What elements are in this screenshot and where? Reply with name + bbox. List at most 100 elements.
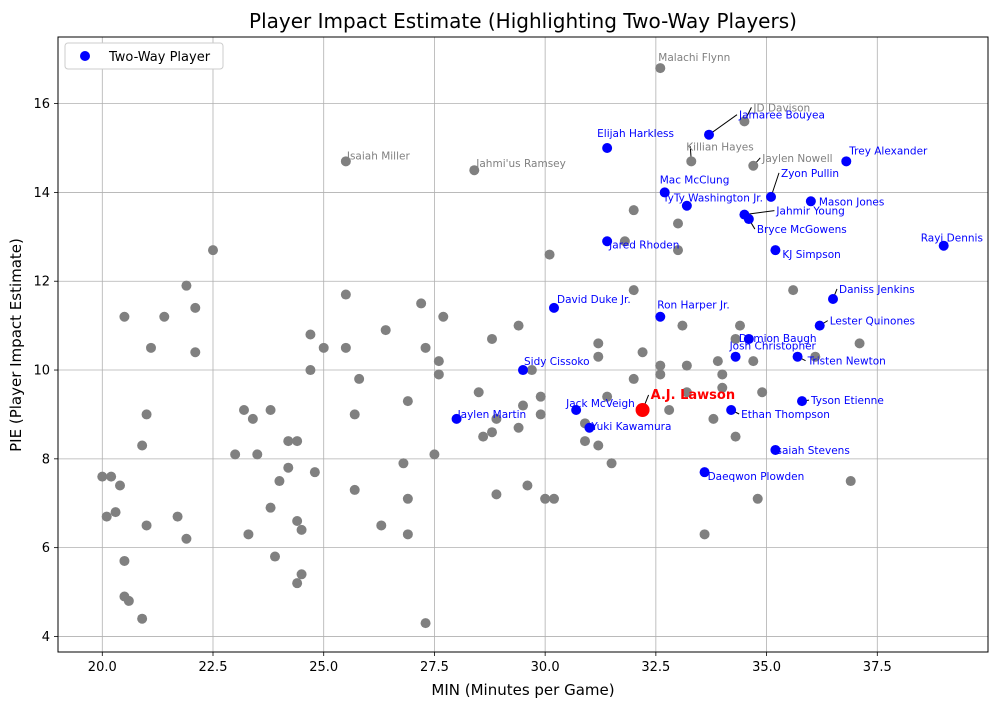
- player-point: [681, 387, 692, 398]
- player-point: [340, 342, 351, 353]
- point-label: Jahmir Young: [775, 206, 844, 218]
- player-point: [712, 356, 723, 367]
- player-point: [655, 360, 666, 371]
- player-point: [513, 422, 524, 433]
- player-point: [491, 413, 502, 424]
- player-point: [402, 493, 413, 504]
- player-point: [318, 342, 329, 353]
- player-point: [349, 484, 360, 495]
- two-way-point: [571, 404, 582, 415]
- two-way-point: [814, 320, 825, 331]
- player-point: [708, 413, 719, 424]
- player-point: [549, 493, 559, 504]
- player-point: [628, 205, 639, 216]
- x-tick-label: 20.0: [88, 660, 117, 675]
- player-point: [420, 618, 431, 629]
- two-way-point: [797, 396, 807, 407]
- x-tick-label: 32.5: [641, 660, 670, 675]
- player-point: [106, 471, 117, 482]
- player-point: [309, 467, 320, 478]
- point-label: Jared Rhoden: [608, 239, 679, 251]
- player-point: [619, 236, 630, 247]
- legend-box: [64, 42, 224, 70]
- player-point: [628, 373, 639, 384]
- x-tick-label: 30.0: [531, 660, 560, 675]
- point-label: Daeqwon Plowden: [708, 471, 805, 483]
- player-point: [137, 440, 148, 451]
- player-point: [677, 320, 688, 331]
- point-label: Damion Baugh: [739, 333, 817, 345]
- player-point: [349, 409, 360, 420]
- player-point: [854, 338, 865, 349]
- player-point: [438, 311, 449, 322]
- player-point: [265, 404, 276, 415]
- point-label: Zyon Pullin: [781, 168, 839, 180]
- player-point: [730, 431, 741, 442]
- player-point: [540, 493, 551, 504]
- player-point: [190, 302, 201, 313]
- player-point: [292, 516, 303, 527]
- player-point: [247, 413, 258, 424]
- player-point: [398, 458, 409, 469]
- label-leader-line: [744, 210, 775, 216]
- player-point: [137, 613, 148, 624]
- player-point: [433, 356, 444, 367]
- player-point: [522, 480, 533, 491]
- chart-title: Player Impact Estimate (Highlighting Two…: [249, 9, 797, 33]
- player-point: [673, 218, 683, 229]
- y-tick-label: 4: [42, 630, 50, 645]
- player-point: [628, 285, 639, 296]
- player-point: [283, 436, 294, 447]
- player-point: [141, 520, 152, 531]
- point-label: Yuki Kawamura: [590, 421, 671, 433]
- player-point: [123, 595, 134, 606]
- point-label: Tyson Etienne: [810, 395, 884, 407]
- point-label: Bryce McGowens: [757, 224, 847, 236]
- two-way-point: [518, 365, 528, 376]
- two-way-point: [792, 351, 803, 362]
- point-label: Jamaree Bouyea: [738, 110, 825, 122]
- two-way-point: [770, 444, 781, 455]
- player-point: [230, 449, 241, 460]
- x-tick-label: 27.5: [420, 660, 449, 675]
- x-axis-ticks: 20.0 22.5 25.0 27.5 30.0 32.5 35.0 37.5: [88, 652, 892, 675]
- point-label: David Duke Jr.: [557, 294, 631, 306]
- point-label: Jahmi'us Ramsey: [475, 158, 566, 170]
- two-way-point: [766, 191, 776, 202]
- player-point: [544, 249, 555, 260]
- point-label: Tristen Newton: [807, 356, 886, 368]
- player-point: [420, 342, 431, 353]
- highlight-point: [635, 402, 650, 417]
- player-point: [655, 369, 666, 380]
- player-point: [296, 569, 307, 580]
- two-way-point: [584, 422, 595, 433]
- point-label: Malachi Flynn: [658, 52, 730, 64]
- point-label: Killian Hayes: [686, 141, 753, 153]
- two-way-point: [730, 351, 741, 362]
- point-label: A.J. Lawson: [651, 388, 736, 403]
- player-point: [252, 449, 263, 460]
- player-point: [270, 551, 280, 562]
- player-point: [513, 320, 524, 331]
- player-point: [845, 476, 856, 487]
- point-label: Jaylen Nowell: [761, 153, 832, 165]
- player-point: [580, 436, 590, 447]
- player-point: [686, 156, 697, 167]
- player-point: [730, 333, 741, 344]
- player-point: [748, 160, 759, 171]
- player-point: [478, 431, 489, 442]
- y-axis-label: PIE (Player Impact Estimate): [7, 238, 25, 452]
- player-point: [487, 427, 497, 438]
- label-leader-line: [708, 114, 738, 136]
- player-point: [739, 116, 750, 127]
- player-point: [535, 391, 546, 402]
- player-point: [526, 365, 537, 376]
- two-way-point: [805, 196, 816, 207]
- player-point: [274, 476, 285, 487]
- point-label: Isaiah Miller: [347, 150, 411, 162]
- player-point: [416, 298, 427, 309]
- player-point: [265, 502, 276, 513]
- two-way-point: [938, 240, 949, 251]
- player-point: [664, 404, 675, 415]
